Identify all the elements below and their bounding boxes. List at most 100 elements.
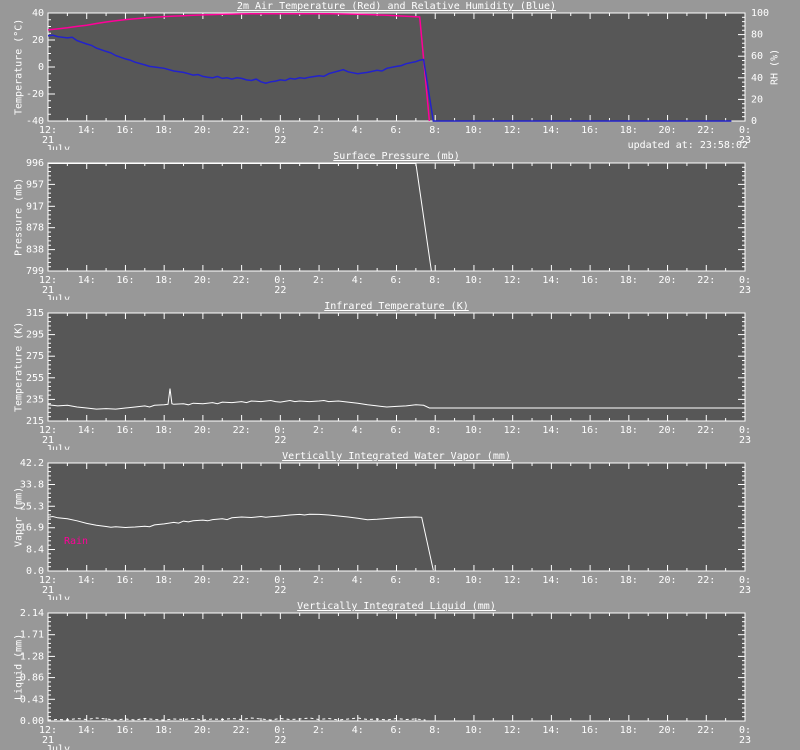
svg-text:6:: 6:: [390, 275, 402, 286]
svg-text:40: 40: [32, 8, 44, 19]
svg-text:12:: 12:: [39, 425, 57, 436]
svg-text:16:: 16:: [581, 725, 599, 736]
svg-text:16:: 16:: [581, 425, 599, 436]
svg-text:20:: 20:: [194, 125, 212, 136]
svg-text:16:: 16:: [581, 275, 599, 286]
svg-text:0:: 0:: [274, 725, 286, 736]
svg-text:6:: 6:: [390, 425, 402, 436]
svg-text:1.71: 1.71: [20, 630, 44, 641]
chart-title: Infrared Temperature (K): [324, 301, 469, 312]
svg-text:12:: 12:: [39, 725, 57, 736]
svg-text:20:: 20:: [194, 275, 212, 286]
panel-surface-pressure: Surface Pressure (mb) Pressure (mb) 12: 1…: [0, 150, 800, 300]
svg-text:20:: 20:: [659, 275, 677, 286]
svg-text:16:: 16:: [581, 575, 599, 586]
svg-text:8:: 8:: [429, 125, 441, 136]
svg-text:12:: 12:: [504, 575, 522, 586]
svg-text:22:: 22:: [233, 275, 251, 286]
svg-text:275: 275: [26, 351, 44, 362]
svg-text:0:: 0:: [739, 725, 751, 736]
svg-text:21: 21: [42, 435, 54, 446]
svg-text:12:: 12:: [39, 575, 57, 586]
svg-text:917: 917: [26, 201, 44, 212]
svg-text:July: July: [46, 444, 70, 450]
svg-text:23: 23: [739, 735, 751, 746]
svg-text:14:: 14:: [78, 425, 96, 436]
svg-text:16:: 16:: [116, 275, 134, 286]
svg-text:0:: 0:: [739, 425, 751, 436]
svg-text:6:: 6:: [390, 725, 402, 736]
svg-text:6:: 6:: [390, 125, 402, 136]
svg-text:315: 315: [26, 308, 44, 319]
svg-text:838: 838: [26, 245, 44, 256]
svg-text:25.3: 25.3: [20, 501, 44, 512]
svg-text:14:: 14:: [78, 275, 96, 286]
panel-water-vapor: Vertically Integrated Water Vapor (mm) V…: [0, 450, 800, 600]
chart-title: Vertically Integrated Water Vapor (mm): [282, 451, 511, 462]
svg-text:22:: 22:: [697, 125, 715, 136]
water-vapor-plot: 12: 14: 16: 18: 20: 22: 0: 2: 4: 6: 8: 10: 12: 14: 16:…: [20, 458, 751, 600]
svg-text:2:: 2:: [313, 275, 325, 286]
svg-text:12:: 12:: [504, 275, 522, 286]
svg-text:2:: 2:: [313, 425, 325, 436]
svg-text:20:: 20:: [194, 425, 212, 436]
svg-text:16:: 16:: [116, 425, 134, 436]
svg-text:8:: 8:: [429, 275, 441, 286]
svg-text:22:: 22:: [233, 425, 251, 436]
svg-text:0.0: 0.0: [26, 566, 44, 577]
svg-text:4:: 4:: [352, 425, 364, 436]
svg-text:799: 799: [26, 266, 44, 277]
svg-text:18:: 18:: [155, 575, 173, 586]
svg-text:12:: 12:: [39, 125, 57, 136]
svg-text:4:: 4:: [352, 575, 364, 586]
svg-text:22: 22: [274, 285, 286, 296]
svg-text:23: 23: [739, 435, 751, 446]
svg-text:21: 21: [42, 585, 54, 596]
svg-text:10:: 10:: [465, 725, 483, 736]
svg-text:2:: 2:: [313, 125, 325, 136]
svg-text:0.43: 0.43: [20, 694, 44, 705]
svg-text:22:: 22:: [233, 725, 251, 736]
chart-title: Vertically Integrated Liquid (mm): [297, 601, 496, 612]
svg-text:4:: 4:: [352, 725, 364, 736]
svg-text:22: 22: [274, 585, 286, 596]
svg-text:July: July: [46, 294, 70, 300]
svg-text:215: 215: [26, 416, 44, 427]
svg-text:0.86: 0.86: [20, 673, 44, 684]
svg-text:22:: 22:: [233, 125, 251, 136]
svg-text:1.28: 1.28: [20, 651, 44, 662]
svg-text:60: 60: [751, 51, 763, 62]
svg-text:-20: -20: [26, 89, 44, 100]
ir-temperature-plot: 12: 14: 16: 18: 20: 22: 0: 2: 4: 6: 8: 10: 12: 14: 16:…: [26, 308, 751, 450]
svg-text:14:: 14:: [78, 125, 96, 136]
svg-text:16:: 16:: [581, 125, 599, 136]
svg-text:255: 255: [26, 373, 44, 384]
panel-air-temp-rh: 2m Air Temperature (Red) and Relative Hu…: [0, 0, 800, 151]
svg-text:6:: 6:: [390, 575, 402, 586]
svg-text:0:: 0:: [739, 575, 751, 586]
svg-text:4:: 4:: [352, 125, 364, 136]
svg-text:-40: -40: [26, 116, 44, 127]
liquid-plot: 12: 14: 16: 18: 20: 22: 0: 2: 4: 6: 8: 10: 12: 14: 16:…: [20, 608, 751, 750]
svg-text:18:: 18:: [620, 725, 638, 736]
panel-ir-temperature: Infrared Temperature (K) Temperature (K)…: [0, 300, 800, 450]
svg-text:0:: 0:: [274, 575, 286, 586]
svg-text:22:: 22:: [697, 725, 715, 736]
svg-text:14:: 14:: [542, 275, 560, 286]
svg-text:18:: 18:: [620, 125, 638, 136]
svg-text:18:: 18:: [620, 425, 638, 436]
svg-text:23: 23: [739, 285, 751, 296]
svg-text:33.8: 33.8: [20, 479, 44, 490]
svg-text:23: 23: [739, 135, 751, 146]
svg-text:16.9: 16.9: [20, 523, 44, 534]
svg-text:20:: 20:: [659, 125, 677, 136]
svg-text:235: 235: [26, 394, 44, 405]
svg-text:21: 21: [42, 285, 54, 296]
svg-text:878: 878: [26, 223, 44, 234]
svg-text:12:: 12:: [504, 725, 522, 736]
svg-text:40: 40: [751, 73, 763, 84]
svg-text:21: 21: [42, 735, 54, 746]
svg-text:12:: 12:: [39, 275, 57, 286]
svg-text:22: 22: [274, 735, 286, 746]
